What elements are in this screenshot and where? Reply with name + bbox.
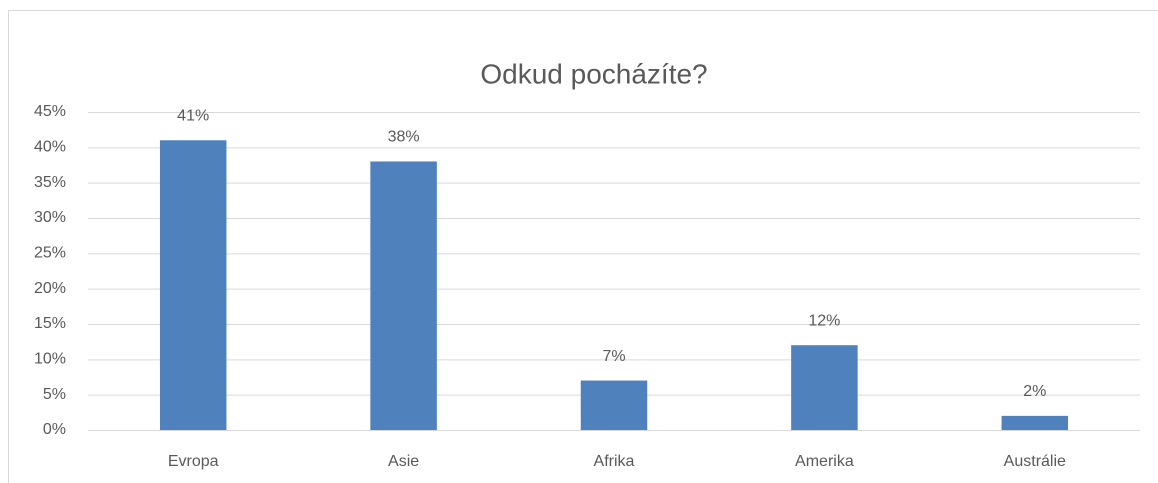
x-tick-label: Afrika [594, 453, 635, 470]
chart-title: Odkud pocházíte? [480, 58, 707, 89]
x-tick-label: Evropa [168, 453, 219, 470]
data-label: 12% [808, 312, 840, 329]
bar [1001, 415, 1069, 430]
y-tick-label: 35% [34, 174, 66, 191]
bar [580, 380, 648, 430]
y-tick-label: 5% [43, 386, 66, 403]
y-tick-label: 20% [34, 280, 66, 297]
x-tick-label: Asie [388, 453, 419, 470]
data-label: 7% [602, 348, 625, 365]
y-tick-label: 0% [43, 421, 66, 438]
bar [791, 345, 858, 430]
y-tick-label: 15% [34, 315, 66, 332]
y-tick-label: 40% [34, 139, 66, 156]
data-label: 2% [1023, 383, 1046, 400]
data-label: 41% [177, 107, 209, 124]
bar [370, 161, 437, 430]
x-tick-label: Austrálie [1004, 453, 1066, 470]
data-label: 38% [388, 129, 420, 146]
x-tick-label: Amerika [795, 453, 854, 470]
y-tick-label: 45% [34, 103, 66, 120]
y-tick-label: 25% [34, 245, 66, 262]
y-tick-label: 30% [34, 209, 66, 226]
bar [159, 140, 227, 430]
y-tick-label: 10% [34, 351, 66, 368]
